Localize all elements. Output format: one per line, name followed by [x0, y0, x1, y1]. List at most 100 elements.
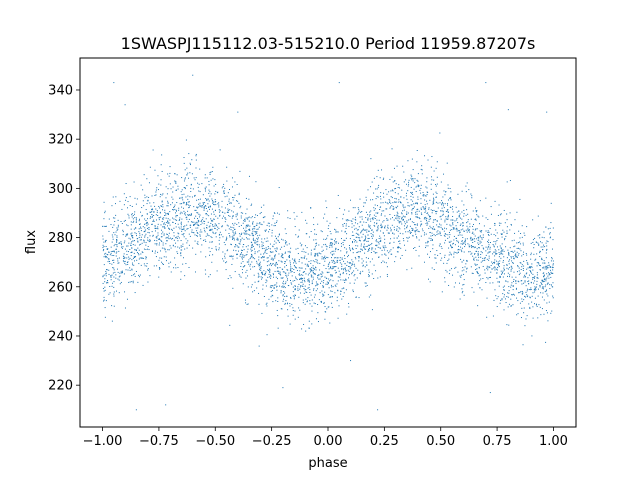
data-point	[115, 214, 117, 216]
data-point	[373, 192, 375, 194]
data-point	[284, 228, 286, 230]
data-point	[299, 278, 301, 280]
data-point	[174, 208, 176, 210]
data-point	[386, 229, 388, 231]
data-point	[412, 180, 414, 182]
data-point	[337, 290, 339, 292]
data-point	[352, 218, 354, 220]
data-point	[228, 202, 230, 204]
data-point	[281, 268, 283, 270]
data-point	[151, 215, 153, 217]
data-point	[105, 239, 107, 241]
data-point	[283, 298, 285, 300]
data-point	[212, 202, 214, 204]
data-point	[326, 220, 328, 222]
data-point	[112, 272, 114, 274]
data-point	[172, 245, 174, 247]
data-point	[283, 285, 285, 287]
data-point	[425, 210, 427, 212]
data-point	[228, 215, 230, 217]
data-point	[342, 271, 344, 273]
data-point	[273, 287, 275, 289]
data-point	[212, 200, 214, 202]
data-point	[234, 222, 236, 224]
data-point	[187, 172, 189, 174]
data-point	[510, 223, 512, 225]
data-point	[457, 234, 459, 236]
data-point	[444, 254, 446, 256]
data-point	[273, 212, 275, 214]
data-point	[161, 200, 163, 202]
data-point	[170, 271, 172, 273]
data-point	[276, 220, 278, 222]
data-point	[176, 202, 178, 204]
data-point	[428, 208, 430, 210]
data-point	[416, 208, 418, 210]
data-point	[501, 272, 503, 274]
data-point	[311, 275, 313, 277]
data-point	[488, 231, 490, 233]
data-point	[343, 255, 345, 257]
data-point	[145, 256, 147, 258]
data-point	[286, 259, 288, 261]
data-point	[228, 228, 230, 230]
data-point	[228, 232, 230, 234]
data-point	[169, 219, 171, 221]
data-point	[365, 257, 367, 259]
data-point	[242, 261, 244, 263]
data-point	[427, 240, 429, 242]
data-point	[264, 273, 266, 275]
data-point	[420, 192, 422, 194]
data-point	[286, 241, 288, 243]
data-point	[143, 241, 145, 243]
data-point	[211, 228, 213, 230]
data-point	[180, 203, 182, 205]
data-point	[397, 220, 399, 222]
data-point	[243, 266, 245, 268]
data-point	[155, 194, 157, 196]
data-point	[184, 230, 186, 232]
data-point	[513, 239, 515, 241]
data-point	[248, 198, 250, 200]
data-point	[289, 323, 291, 325]
data-point	[233, 239, 235, 241]
data-point	[230, 243, 232, 245]
data-point	[230, 255, 232, 257]
data-point	[366, 245, 368, 247]
data-point	[186, 204, 188, 206]
data-point	[259, 263, 261, 265]
data-point	[490, 271, 492, 273]
data-point	[445, 191, 447, 193]
data-point	[503, 265, 505, 267]
data-point	[270, 285, 272, 287]
data-point	[209, 195, 211, 197]
data-point	[207, 234, 209, 236]
data-point	[441, 204, 443, 206]
data-point	[227, 249, 229, 251]
data-point	[240, 249, 242, 251]
data-point	[279, 267, 281, 269]
data-point	[331, 244, 333, 246]
data-point	[550, 284, 552, 286]
data-point	[188, 244, 190, 246]
data-point	[156, 219, 157, 221]
data-point	[248, 238, 250, 240]
data-point	[114, 217, 116, 219]
data-point	[176, 251, 178, 253]
data-point	[494, 269, 496, 271]
data-point	[487, 234, 489, 236]
data-point	[238, 194, 240, 196]
data-point	[352, 248, 354, 250]
data-point	[136, 198, 138, 200]
data-point	[180, 249, 182, 251]
data-point	[395, 256, 397, 258]
data-point	[136, 238, 138, 240]
data-point	[463, 230, 465, 232]
data-point	[497, 264, 499, 266]
data-point	[429, 251, 431, 253]
data-point	[276, 261, 278, 263]
data-point	[471, 197, 473, 199]
data-point	[521, 225, 523, 227]
data-point	[498, 281, 500, 283]
data-point	[366, 240, 368, 242]
